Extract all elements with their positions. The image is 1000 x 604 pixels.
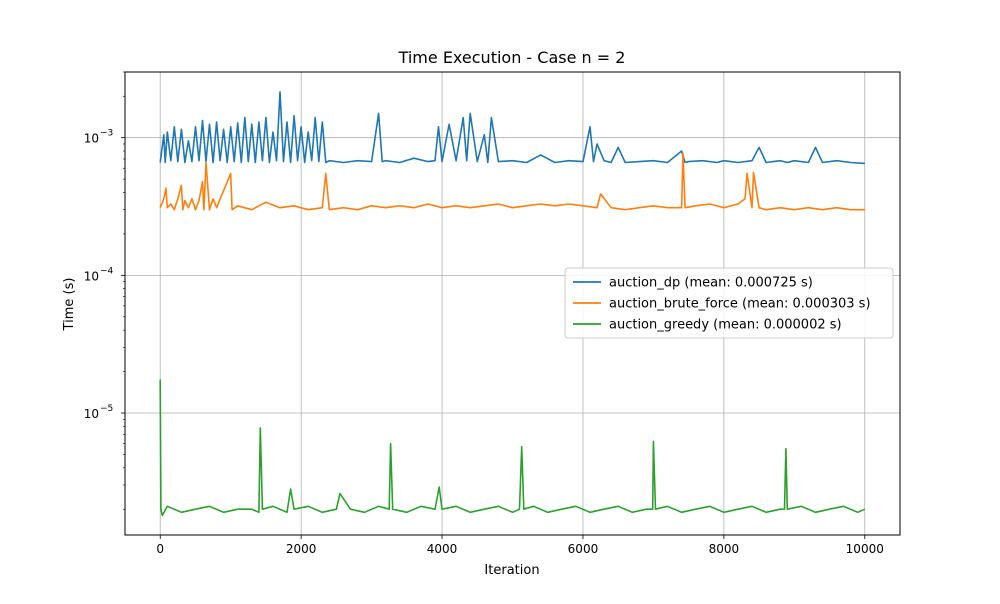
y-tick-exponent: −5	[100, 404, 113, 414]
y-tick-exponent: −3	[100, 129, 113, 139]
y-tick-label: 10	[84, 407, 99, 421]
y-tick-base: 10	[84, 132, 99, 146]
chart-title: Time Execution - Case n = 2	[398, 48, 626, 67]
x-tick-label: 0	[156, 542, 164, 556]
x-tick-label: 6000	[568, 542, 599, 556]
plot-frame	[124, 71, 901, 536]
y-axis: 10−510−410−3	[84, 71, 125, 510]
x-tick-label: 2000	[286, 542, 317, 556]
y-tick-base: 10	[84, 407, 99, 421]
plot-area	[159, 91, 866, 517]
y-tick-label: 10	[84, 269, 99, 283]
x-axis-label: Iteration	[484, 563, 539, 578]
x-tick-label: 10000	[846, 542, 884, 556]
series-line-1	[159, 152, 865, 211]
legend-label: auction_greedy (mean: 0.000002 s)	[609, 318, 842, 333]
legend-box	[564, 267, 894, 339]
x-tick-label: 4000	[427, 542, 458, 556]
x-tick-label: 8000	[709, 542, 740, 556]
x-axis: 0 2000 4000 6000 8000 10000	[156, 535, 884, 556]
legend-label: auction_brute_force (mean: 0.000303 s)	[609, 297, 871, 312]
y-tick-label: 10	[84, 132, 99, 146]
y-axis-label: Time (s)	[62, 278, 77, 332]
series-line-2	[159, 379, 866, 517]
legend: auction_dp (mean: 0.000725 s) auction_bru…	[564, 267, 894, 339]
y-tick-exponent: −4	[100, 266, 114, 276]
series-line-0	[159, 91, 865, 165]
legend-label: auction_dp (mean: 0.000725 s)	[609, 276, 813, 291]
y-tick-base: 10	[84, 269, 99, 283]
series-layer	[159, 91, 866, 517]
